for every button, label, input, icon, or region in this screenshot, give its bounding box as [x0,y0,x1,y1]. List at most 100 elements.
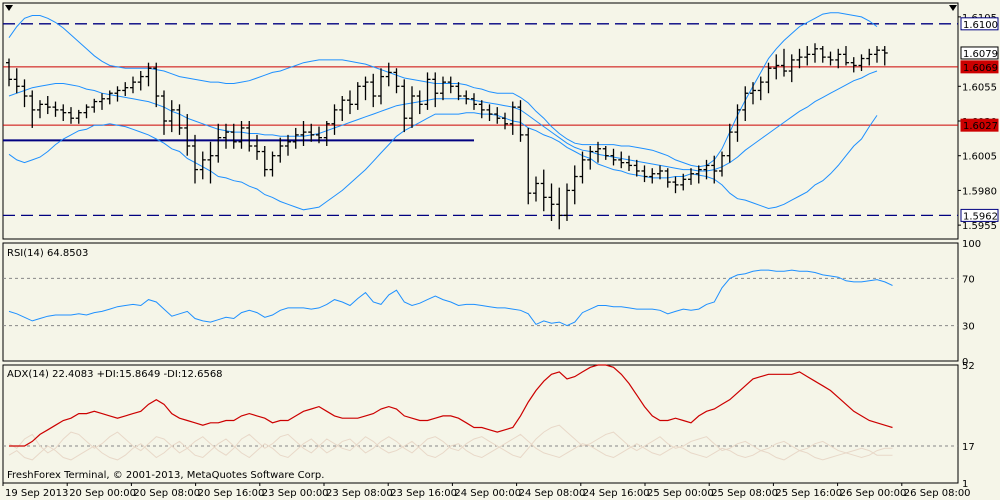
ohlc-bar [571,165,578,205]
time-tick-label: 20 Sep 16:00 [198,488,265,499]
ohlc-bar [843,46,849,66]
ohlc-bar [827,51,834,66]
ohlc-bar [13,68,20,94]
ohlc-bar [618,151,625,169]
ohlc-bar [184,114,191,156]
rsi-tick-label: 30 [962,322,975,333]
price-tick-label: 1.6055 [962,82,997,93]
price-badge-label: 1.6069 [963,63,998,74]
ohlc-bar [68,107,74,124]
ohlc-bar [595,141,601,163]
ohlc-bar [486,104,493,121]
time-tick-label: 23 Sep 00:00 [262,488,329,499]
ohlc-bar [292,127,299,149]
price-badge-box [960,60,999,74]
ohlc-bar [719,151,725,177]
ohlc-bar [75,109,82,124]
price-bars [6,43,888,230]
ohlc-bar [471,93,477,110]
bollinger-lower-line [8,112,878,211]
ohlc-bar [757,76,764,101]
ohlc-bar [548,183,555,221]
ohlc-bar [176,104,183,135]
price-badge-label: 1.6027 [963,121,998,132]
ohlc-bar [385,62,392,87]
adx-lines [8,364,893,461]
ohlc-bar [812,43,818,63]
ohlc-bar [161,90,167,135]
ohlc-bar [540,169,547,212]
price-badge-label: 1.5962 [963,211,998,222]
rsi-tick-label: 0 [962,357,968,368]
ohlc-bar [440,76,446,101]
ohlc-bar [393,68,400,94]
price-badge-box [960,118,999,132]
ohlc-bar [711,155,718,184]
ohlc-bar [339,96,346,121]
ohlc-bar [153,62,160,108]
ohlc-bar [703,159,710,180]
ohlc-bar [835,48,842,69]
price-badge: 1.6100 [960,17,999,31]
rsi-tick-label: 100 [962,239,981,250]
ohlc-bar [455,82,462,101]
plus-di-series [8,431,893,461]
ohlc-bar [664,168,671,188]
ohlc-bar [238,121,245,149]
ohlc-bar [207,141,214,184]
copyright-text: FreshForex Terminal, © 2001-2013, MetaQu… [7,470,324,481]
price-badge: 1.6079 [960,46,999,60]
ohlc-bar [819,46,826,63]
ohlc-bar [517,100,524,142]
ohlc-bar [688,168,694,185]
ohlc-bar [316,126,322,144]
time-tick-label: 24 Sep 00:00 [454,488,521,499]
time-tick-label: 20 Sep 00:00 [69,488,136,499]
price-badge: 1.6069 [960,60,999,74]
time-tick-label: 20 Sep 08:00 [133,488,200,499]
price-badge-box [960,208,999,222]
time-tick-label: 25 Sep 16:00 [775,488,842,499]
adx-panel: 52 17 1 ADX(14) 22.4083 +DI:15.8649 -DI:12… [2,361,975,490]
rsi-axis: 100 70 30 0 [962,239,981,368]
ohlc-bar [626,155,632,171]
adx-tick-label: 1 [962,479,968,490]
rsi-label: RSI(14) 64.8503 [7,248,88,259]
ohlc-bar [347,90,353,115]
ohlc-bar [114,86,121,102]
ohlc-bar [137,71,144,91]
time-tick-label: 24 Sep 16:00 [583,488,650,499]
ohlc-bar [99,93,105,110]
adx-panel-frame [2,364,959,484]
ohlc-bar [44,96,51,115]
rsi-line [8,269,893,327]
ohlc-bar [633,159,640,177]
ohlc-bar [246,121,253,152]
chart-menu-icon[interactable] [5,5,13,11]
ohlc-bar [370,73,377,108]
ohlc-bar [122,82,129,97]
adx-series [9,364,893,447]
ohlc-bar [672,176,679,194]
price-badge-label: 1.6100 [963,20,998,31]
ohlc-bar [657,165,663,180]
ohlc-bar [308,123,315,142]
time-tick-label: 25 Sep 08:00 [711,488,778,499]
ohlc-bar [145,62,152,87]
ohlc-bar [579,151,586,184]
ohlc-bar [750,82,756,105]
ohlc-bar [37,100,43,119]
ohlc-bar [734,104,741,142]
ohlc-bar [447,76,454,94]
ohlc-bar [285,134,291,156]
price-badge: 1.5962 [960,208,999,222]
ohlc-bar [300,121,307,146]
ohlc-bar [199,151,206,180]
chart-shift-icon[interactable] [949,5,957,11]
ohlc-bar [781,48,787,77]
rsi-panel: 100 70 30 0 RSI(14) 64.8503 [2,239,981,368]
adx-tick-label: 52 [962,361,975,372]
